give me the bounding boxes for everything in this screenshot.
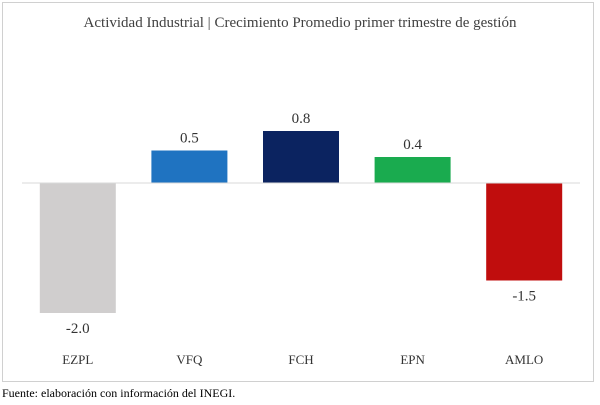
bar-vfq xyxy=(151,150,228,183)
bars-group xyxy=(39,131,563,313)
category-label-ezpl: EZPL xyxy=(62,352,93,367)
source-note: Fuente: elaboración con información del … xyxy=(2,386,236,400)
value-label-fch: 0.8 xyxy=(292,111,311,127)
category-label-fch: FCH xyxy=(288,352,313,367)
bar-amlo xyxy=(486,183,563,281)
value-label-epn: 0.4 xyxy=(403,137,422,153)
category-label-amlo: AMLO xyxy=(505,352,543,367)
category-label-epn: EPN xyxy=(400,352,425,367)
bar-fch xyxy=(263,131,339,183)
chart-title: Actividad Industrial | Crecimiento Prome… xyxy=(83,15,517,31)
value-label-vfq: 0.5 xyxy=(180,131,199,147)
labels-group: -2.0 EZPL 0.5 VFQ 0.8 FCH 0.4 EPN -1.5 AMLO xyxy=(62,111,543,367)
value-label-ezpl: -2.0 xyxy=(66,321,90,337)
category-label-vfq: VFQ xyxy=(176,352,203,367)
bar-epn xyxy=(374,157,451,183)
bar-ezpl xyxy=(39,183,116,313)
value-label-amlo: -1.5 xyxy=(512,289,536,305)
